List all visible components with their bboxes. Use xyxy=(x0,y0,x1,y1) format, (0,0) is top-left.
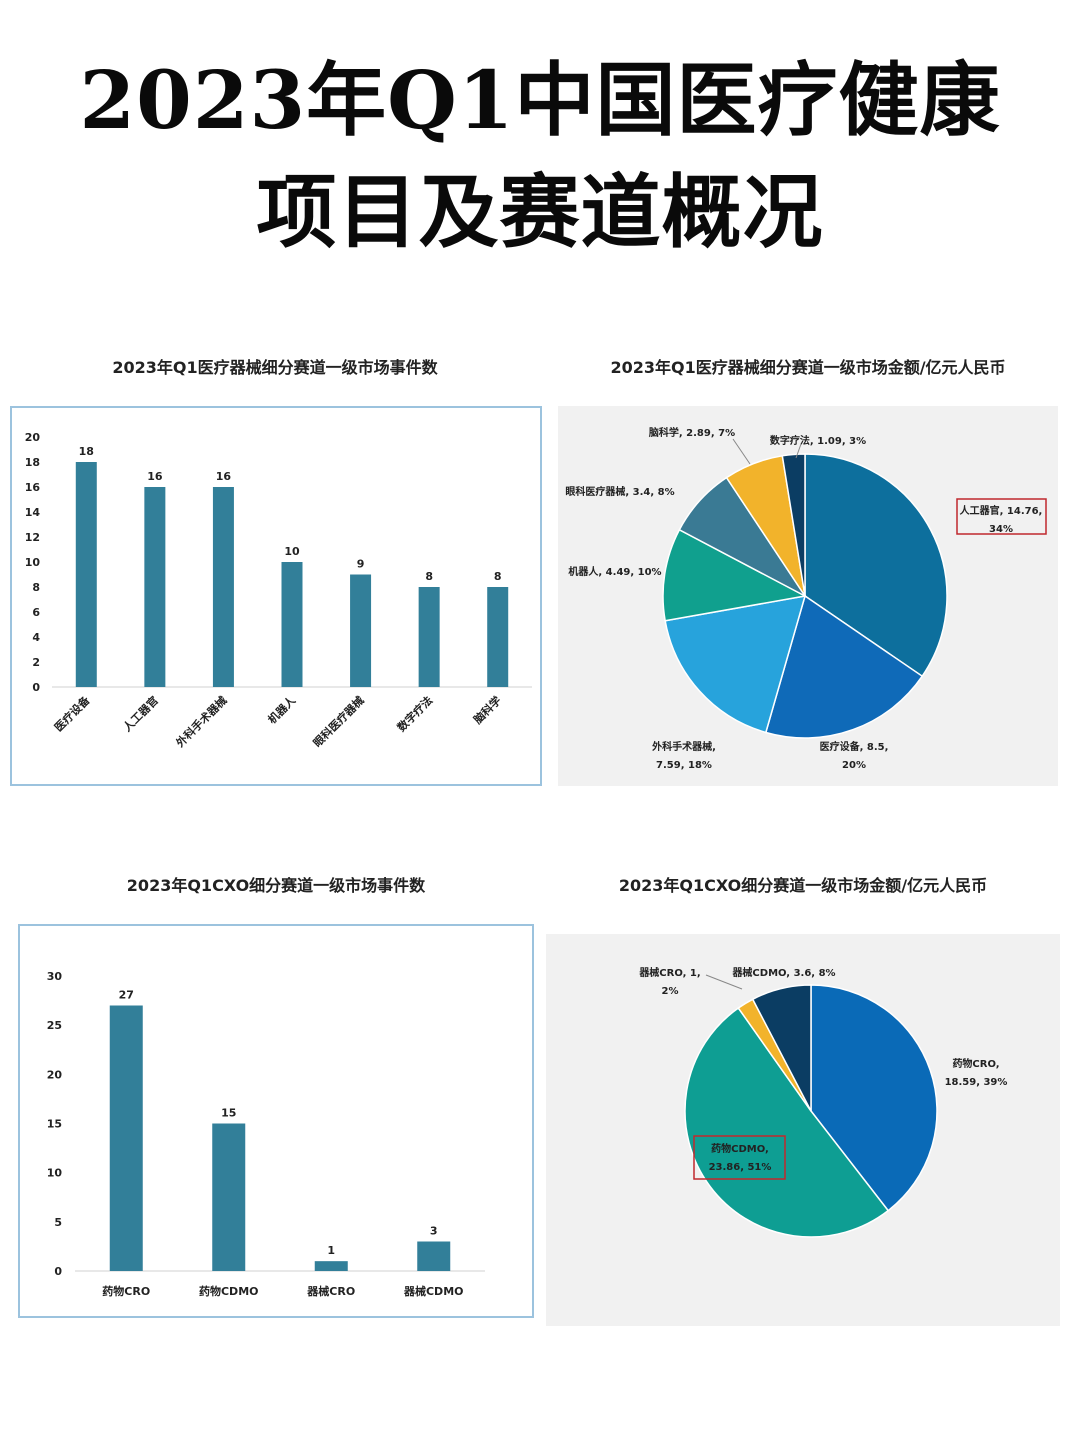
highlight-box xyxy=(693,1135,786,1180)
cxo-amount-chart-title: 2023年Q1CXO细分赛道一级市场金额/亿元人民币 xyxy=(618,876,988,895)
pie-slice xyxy=(804,453,948,678)
pie-slice xyxy=(664,595,807,734)
y-tick-label: 30 xyxy=(47,970,63,983)
pie-slice xyxy=(751,984,812,1112)
y-tick-label: 0 xyxy=(32,681,40,694)
device-events-chart-title: 2023年Q1医疗器械细分赛道一级市场事件数 xyxy=(112,358,438,377)
category-label: 医疗设备 xyxy=(51,693,93,735)
pie-slice-label: 34% xyxy=(989,524,1013,535)
bar xyxy=(212,487,234,687)
bar xyxy=(417,1241,451,1271)
bar xyxy=(75,462,97,687)
pie-slice-label: 数字疗法, 1.09, 3% xyxy=(770,434,866,447)
category-label: 眼科医疗器械 xyxy=(310,693,367,750)
bar-value-label: 10 xyxy=(284,545,300,558)
category-label: 外科手术器械 xyxy=(172,693,229,750)
y-tick-label: 2 xyxy=(32,656,40,669)
bar xyxy=(487,587,509,687)
y-tick-label: 20 xyxy=(25,431,41,444)
pie-slice-label: 医疗设备, 8.5, xyxy=(820,740,889,753)
bar-value-label: 16 xyxy=(147,470,163,483)
bar-value-label: 8 xyxy=(494,570,502,583)
cxo-events-chart: 0 5 10 15 20 25 30 27 药物CRO 15 药物CDMO 1 器械CRO 3 器械CDMO xyxy=(18,924,534,1318)
pie-slice-label: 药物CDMO, xyxy=(711,1142,769,1155)
cxo-amount-pie-chart: 药物CRO, 18.59, 39% 药物CDMO, 23.86, 51% 器械CRO, … xyxy=(638,966,1008,1238)
leader-line xyxy=(732,438,751,465)
page-title-line-2: 项目及赛道概况 xyxy=(256,165,824,259)
cxo-amount-chart: 药物CRO, 18.59, 39% 药物CDMO, 23.86, 51% 器械CRO, … xyxy=(546,934,1060,1326)
leader-line xyxy=(705,974,743,990)
pie-slice-label: 人工器官, 14.76, xyxy=(960,504,1043,517)
pie-slice-label: 18.59, 39% xyxy=(945,1077,1008,1088)
y-tick-label: 12 xyxy=(25,531,40,544)
category-label: 药物CDMO xyxy=(199,1284,259,1298)
pie-slice xyxy=(764,594,924,739)
device-amount-chart: 人工器官, 14.76, 34% 医疗设备, 8.5, 20% 外科手术器械, 7.59,… xyxy=(558,406,1058,786)
category-label: 数字疗法 xyxy=(394,693,435,734)
bar xyxy=(350,574,372,687)
pie-slice-label: 23.86, 51% xyxy=(709,1162,772,1173)
bar-value-label: 1 xyxy=(327,1244,335,1257)
y-tick-label: 10 xyxy=(47,1167,63,1180)
pie-slice-label: 器械CRO, 1, xyxy=(638,966,700,979)
category-label: 机器人 xyxy=(265,693,299,727)
y-tick-label: 10 xyxy=(25,556,41,569)
bar-value-label: 9 xyxy=(357,558,365,571)
bar-value-label: 3 xyxy=(430,1225,438,1238)
pie-slice-label: 脑科学, 2.89, 7% xyxy=(649,426,735,439)
pie-slice xyxy=(810,984,938,1212)
bar-value-label: 18 xyxy=(79,445,94,458)
pie-slice-label: 器械CDMO, 3.6, 8% xyxy=(731,966,835,979)
cxo-events-bar-chart: 0 5 10 15 20 25 30 27 药物CRO 15 药物CDMO 1 器械CRO 3 器械CDMO xyxy=(47,970,485,1298)
y-tick-label: 25 xyxy=(47,1019,62,1032)
y-tick-label: 0 xyxy=(54,1265,62,1278)
device-events-chart: 0 2 4 6 8 10 12 14 16 18 20 18 医疗设备 16 人工器官 16 外科手术器械 10 机… xyxy=(10,406,542,786)
pie-slice-label: 机器人, 4.49, 10% xyxy=(568,565,661,578)
category-label: 器械CRO xyxy=(306,1284,355,1298)
pie-slice-label: 药物CRO, xyxy=(952,1057,999,1070)
y-tick-label: 18 xyxy=(25,456,40,469)
bar-value-label: 27 xyxy=(119,989,134,1002)
category-label: 药物CRO xyxy=(102,1284,150,1298)
y-tick-label: 8 xyxy=(32,581,40,594)
bar-value-label: 8 xyxy=(425,570,433,583)
category-label: 人工器官 xyxy=(120,693,161,734)
device-amount-pie-chart: 人工器官, 14.76, 34% 医疗设备, 8.5, 20% 外科手术器械, 7.59,… xyxy=(565,426,1047,771)
bar xyxy=(418,587,440,687)
cxo-events-chart-title: 2023年Q1CXO细分赛道一级市场事件数 xyxy=(126,876,426,895)
leader-line xyxy=(795,443,802,459)
y-tick-label: 16 xyxy=(25,481,41,494)
y-tick-label: 4 xyxy=(32,631,40,644)
pie-slice xyxy=(662,528,808,622)
bar xyxy=(144,487,166,687)
device-events-bar-chart: 0 2 4 6 8 10 12 14 16 18 20 18 医疗设备 16 人工器官 16 外科手术器械 10 机… xyxy=(25,431,532,750)
pie-slice xyxy=(781,453,806,597)
y-tick-label: 20 xyxy=(47,1068,63,1081)
y-tick-label: 15 xyxy=(47,1118,62,1131)
category-label: 器械CDMO xyxy=(403,1284,464,1298)
category-label: 脑科学 xyxy=(471,693,504,726)
pie-slice-label: 外科手术器械, xyxy=(651,740,716,753)
pie-slice-label: 7.59, 18% xyxy=(656,760,712,771)
pie-slice xyxy=(684,1006,890,1238)
device-amount-chart-title: 2023年Q1医疗器械细分赛道一级市场金额/亿元人民币 xyxy=(610,358,1006,377)
bar-value-label: 15 xyxy=(221,1107,236,1120)
pie-slice-label: 眼科医疗器械, 3.4, 8% xyxy=(565,485,674,498)
highlight-box xyxy=(956,498,1047,535)
bar-value-label: 16 xyxy=(216,470,232,483)
bar xyxy=(314,1261,348,1271)
y-tick-label: 6 xyxy=(32,606,40,619)
y-tick-label: 14 xyxy=(25,506,41,519)
pie-slice-label: 2% xyxy=(662,986,679,997)
bar xyxy=(212,1123,246,1271)
bar xyxy=(109,1005,143,1271)
page-title-line-1: 2023年Q1中国医疗健康 xyxy=(79,53,1001,147)
y-tick-label: 5 xyxy=(54,1216,62,1229)
pie-slice-label: 20% xyxy=(842,760,866,771)
bar xyxy=(281,562,303,687)
